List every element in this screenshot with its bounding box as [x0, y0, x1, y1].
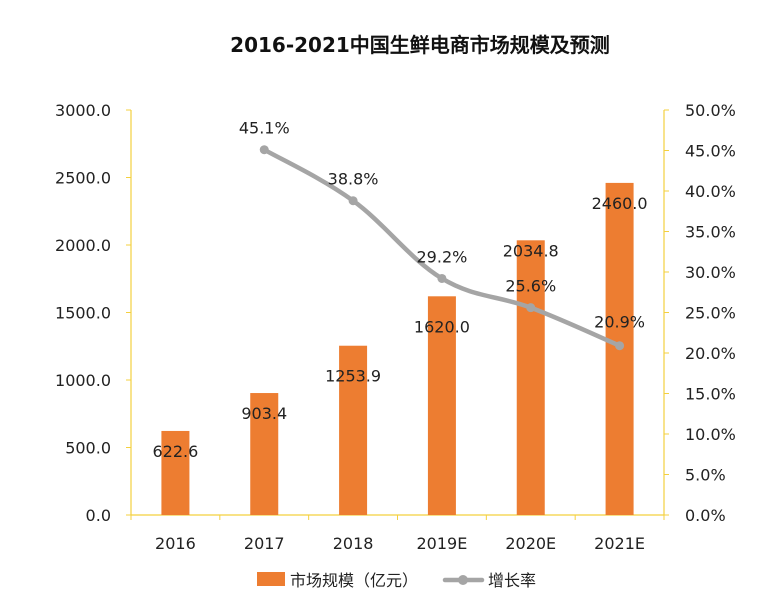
growth-value-label: 38.8%	[328, 170, 379, 189]
right-tick-label: 15.0%	[685, 385, 736, 404]
x-tick-label: 2019E	[417, 534, 468, 553]
bar	[339, 345, 368, 515]
left-tick-label: 0.0	[86, 506, 111, 525]
growth-value-label: 45.1%	[239, 119, 290, 138]
right-tick-label: 10.0%	[685, 425, 736, 444]
right-tick-label: 30.0%	[685, 263, 736, 282]
legend-line-label: 增长率	[488, 571, 536, 590]
growth-point	[615, 341, 625, 351]
growth-point	[259, 145, 269, 155]
bar-series	[161, 182, 634, 515]
bar-value-label: 2034.8	[503, 241, 559, 260]
legend: 市场规模（亿元） 增长率	[257, 571, 536, 590]
x-tick-label: 2021E	[594, 534, 645, 553]
growth-point	[348, 196, 358, 206]
right-tick-label: 40.0%	[685, 182, 736, 201]
left-tick-label: 1500.0	[55, 304, 111, 323]
bar	[427, 296, 456, 515]
growth-value-label: 25.6%	[505, 277, 556, 296]
right-tick-label: 25.0%	[685, 304, 736, 323]
axes: 0.0 500.0 1000.0 1500.0 2000.0 2500.0 3000.0 0.…	[55, 101, 736, 553]
right-tick-label: 45.0%	[685, 142, 736, 161]
legend-line-marker	[458, 575, 468, 585]
bar-value-label: 2460.0	[592, 194, 648, 213]
bar-value-label: 903.4	[241, 404, 287, 423]
growth-value-label: 29.2%	[417, 247, 468, 266]
x-tick-label: 2017	[244, 534, 285, 553]
right-tick-label: 50.0%	[685, 101, 736, 120]
x-tick-label: 2018	[333, 534, 374, 553]
line-series	[259, 145, 625, 351]
left-tick-label: 1000.0	[55, 371, 111, 390]
right-tick-label: 20.0%	[685, 344, 736, 363]
bar-value-label: 1253.9	[325, 367, 381, 386]
x-tick-label: 2016	[155, 534, 196, 553]
bar	[516, 240, 545, 515]
right-tick-label: 5.0%	[685, 466, 726, 485]
bar-value-label: 1620.0	[414, 317, 470, 336]
bar-value-label: 622.6	[153, 442, 199, 461]
bar	[161, 430, 190, 515]
data-labels: 622.6 903.4 1253.9 1620.0 2034.8 2460.0 45.1% 3…	[153, 119, 648, 461]
growth-point	[437, 273, 447, 283]
left-tick-label: 2500.0	[55, 169, 111, 188]
right-tick-label: 35.0%	[685, 223, 736, 242]
right-tick-label: 0.0%	[685, 506, 726, 525]
growth-point	[526, 303, 536, 313]
left-tick-label: 3000.0	[55, 101, 111, 120]
chart-title: 2016-2021中国生鲜电商市场规模及预测	[230, 33, 610, 57]
legend-bar-swatch	[257, 572, 285, 586]
bar	[250, 393, 279, 515]
left-tick-label: 2000.0	[55, 236, 111, 255]
left-tick-label: 500.0	[65, 439, 111, 458]
x-tick-label: 2020E	[505, 534, 556, 553]
growth-value-label: 20.9%	[594, 313, 645, 332]
legend-bar-label: 市场规模（亿元）	[290, 571, 418, 590]
